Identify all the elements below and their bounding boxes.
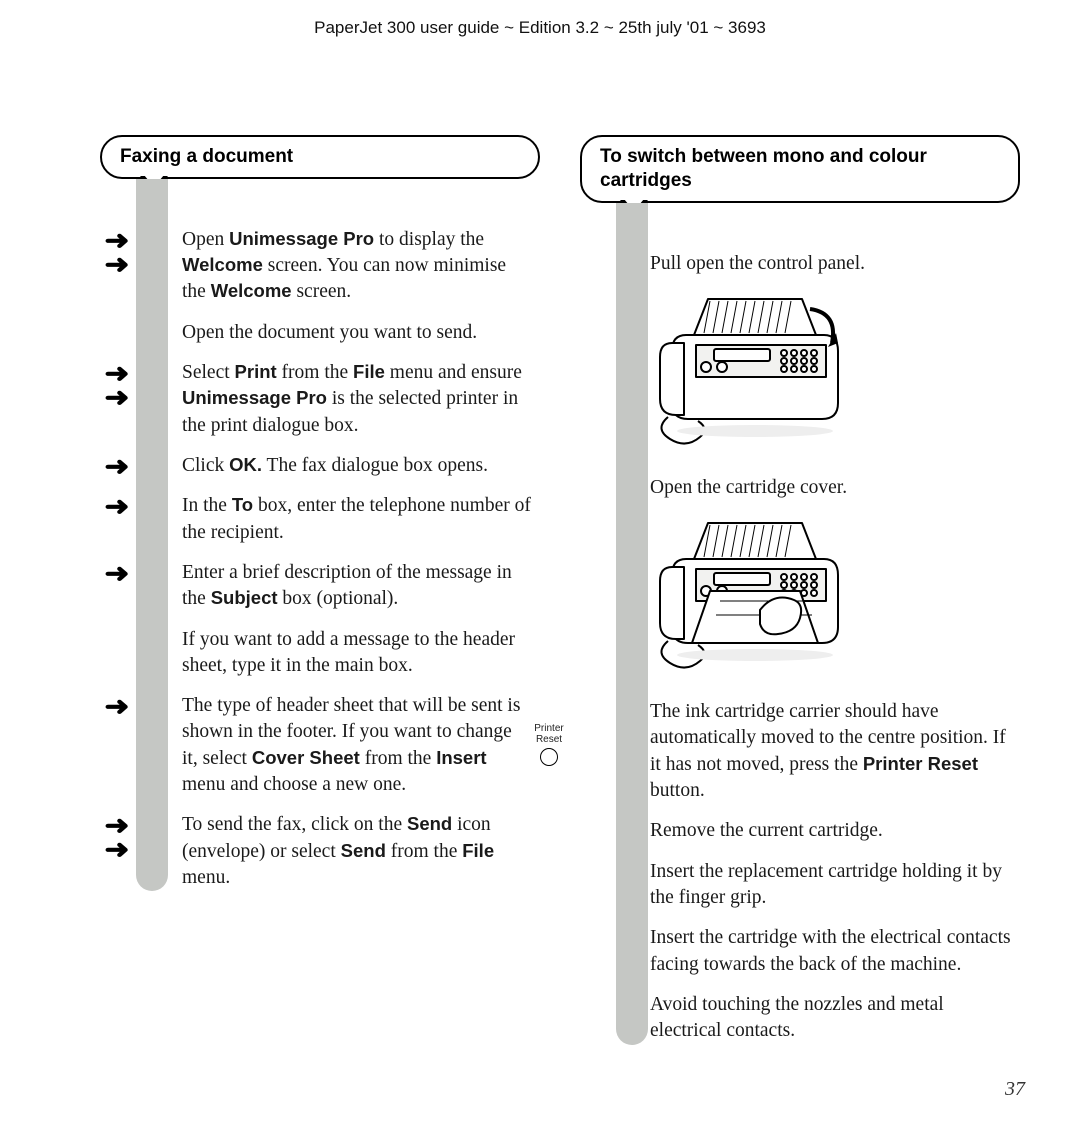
- step-arrow-group: ➜: [100, 495, 134, 517]
- arrow-right-icon: ➜: [104, 229, 129, 251]
- arrow-right-icon: ➜: [104, 253, 129, 275]
- instruction-step: ➜➜ To send the fax, click on the Send ico…: [100, 812, 540, 891]
- arrow-right-icon: ➜: [104, 386, 129, 408]
- right-heading-pill: To switch between mono and colour cartri…: [580, 135, 1020, 203]
- left-bar-wrap: ➜➜Open Unimessage Pro to display the Wel…: [100, 179, 540, 892]
- instruction-step: Open the cartridge cover.: [580, 475, 1020, 501]
- instruction-step: ➜➜ Select Print from the File menu and en…: [100, 360, 540, 439]
- right-column: To switch between mono and colour cartri…: [580, 135, 1020, 1059]
- instruction-step: Insert the cartridge with the electrical…: [580, 925, 1020, 978]
- step-text: Avoid touching the nozzles and metal ele…: [650, 992, 1012, 1045]
- step-arrow-group: ➜➜: [100, 362, 134, 408]
- step-arrow-group: ➜➜: [100, 229, 134, 275]
- arrow-right-icon: ➜: [104, 495, 129, 517]
- instruction-step: ➜ The type of header sheet that will be s…: [100, 693, 540, 798]
- right-heading-text: To switch between mono and colour cartri…: [600, 146, 927, 191]
- step-text: Select Print from the File menu and ensu…: [182, 360, 532, 439]
- step-text: Enter a brief description of the message…: [182, 560, 532, 613]
- step-arrow-group: ➜: [100, 455, 134, 477]
- left-steps-container: ➜➜Open Unimessage Pro to display the Wel…: [100, 193, 540, 892]
- step-text: Open the document you want to send.: [182, 320, 532, 346]
- instruction-step: ➜ Enter a brief description of the messag…: [100, 560, 540, 613]
- printer-reset-text: Printer Reset: [522, 723, 576, 745]
- arrow-right-icon: ➜: [104, 814, 129, 836]
- instruction-step: Remove the current cartridge.: [580, 818, 1020, 844]
- left-column: Faxing a document ➜➜Open Unimessage Pro …: [100, 135, 540, 1059]
- instruction-step: If you want to add a message to the head…: [100, 627, 540, 680]
- instruction-step: ➜ In the To box, enter the telephone numb…: [100, 493, 540, 546]
- step-text: In the To box, enter the telephone numbe…: [182, 493, 532, 546]
- printer-reset-button-icon: [540, 748, 558, 766]
- content-columns: Faxing a document ➜➜Open Unimessage Pro …: [100, 135, 1020, 1059]
- instruction-step: Avoid touching the nozzles and metal ele…: [580, 992, 1020, 1045]
- step-arrow-group: ➜: [100, 695, 134, 717]
- step-arrow-group: ➜: [100, 562, 134, 584]
- left-heading-text: Faxing a document: [120, 146, 293, 167]
- step-text: Pull open the control panel.: [650, 251, 1012, 277]
- instruction-step: ➜➜ Open Unimessage Pro to display the Wel…: [100, 227, 540, 306]
- instruction-step: ➜ Click OK. The fax dialogue box opens.: [100, 453, 540, 479]
- page-header: PaperJet 300 user guide ~ Edition 3.2 ~ …: [0, 18, 1080, 38]
- step-text: If you want to add a message to the head…: [182, 627, 532, 680]
- step-text: The ink cartridge carrier should have au…: [650, 699, 1012, 804]
- step-text: To send the fax, click on the Send icon …: [182, 812, 532, 891]
- arrow-right-icon: ➜: [104, 562, 129, 584]
- step-text: Open Unimessage Pro to display the Welco…: [182, 227, 532, 306]
- step-text: Open the cartridge cover.: [650, 475, 1012, 501]
- right-bar-wrap: Pull open the control panel. Open t: [580, 203, 1020, 1045]
- arrow-right-icon: ➜: [104, 362, 129, 384]
- step-text: Insert the cartridge with the electrical…: [650, 925, 1012, 978]
- printer-reset-label: Printer Reset: [522, 723, 576, 766]
- fax-illustration: [650, 291, 860, 461]
- arrow-right-icon: ➜: [104, 455, 129, 477]
- left-heading-pill: Faxing a document: [100, 135, 540, 179]
- fax-illustration: [650, 515, 860, 685]
- instruction-step: Open the document you want to send.: [100, 320, 540, 346]
- step-text: The type of header sheet that will be se…: [182, 693, 532, 798]
- instruction-step: Insert the replacement cartridge holding…: [580, 859, 1020, 912]
- arrow-right-icon: ➜: [104, 838, 129, 860]
- right-steps-container: Pull open the control panel. Open t: [580, 217, 1020, 1045]
- step-text: Remove the current cartridge.: [650, 818, 1012, 844]
- instruction-step: The ink cartridge carrier should have au…: [580, 699, 1020, 804]
- instruction-step: Pull open the control panel.: [580, 251, 1020, 277]
- step-text: Click OK. The fax dialogue box opens.: [182, 453, 532, 479]
- arrow-right-icon: ➜: [104, 695, 129, 717]
- step-arrow-group: ➜➜: [100, 814, 134, 860]
- page-number: 37: [1005, 1078, 1025, 1101]
- step-text: Insert the replacement cartridge holding…: [650, 859, 1012, 912]
